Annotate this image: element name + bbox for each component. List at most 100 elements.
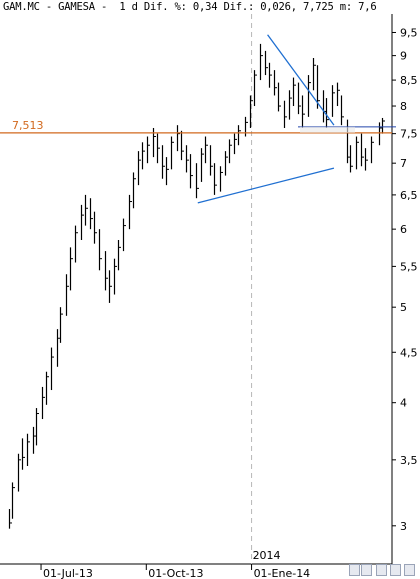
ohlc-bar (204, 136, 208, 164)
ohlc-bar (312, 58, 316, 91)
ohlc-bar (8, 509, 12, 529)
y-tick-label: 9,5 (400, 26, 418, 39)
ohlc-bar (45, 371, 49, 405)
header-ticker: GAM.MC (3, 1, 40, 13)
header-extra: 7,6 (358, 1, 377, 13)
ohlc-bar (180, 130, 184, 161)
ohlc-bar (349, 145, 353, 173)
ohlc-bar (268, 62, 272, 88)
ohlc-bar (132, 172, 136, 209)
header-diff-pct-label: Dif. %: (143, 1, 187, 13)
ohlc-bar (244, 116, 248, 137)
y-tick-label: 4 (400, 397, 407, 410)
ohlc-bar (122, 218, 126, 252)
header-period: 1 d (119, 1, 138, 13)
ohlc-bar (336, 82, 340, 107)
ohlc-bar (98, 229, 102, 271)
ohlc-bar (17, 453, 21, 492)
ohlc-bar (301, 95, 305, 128)
ohlc-bar (277, 82, 281, 112)
ohlc-bar (264, 50, 268, 76)
ohlc-bar (113, 258, 117, 295)
header-diff: 0,026 (260, 1, 291, 13)
x-tick-label: 01-Ene-14 (254, 567, 311, 579)
year-marker-label: 2014 (253, 549, 281, 562)
y-tick-label: 5 (400, 301, 407, 314)
ohlc-bar (89, 198, 93, 230)
scroll-right-button[interactable] (361, 564, 372, 576)
y-tick-label: 3 (400, 520, 407, 533)
ohlc-bar (104, 251, 108, 291)
y-tick-label: 8 (400, 100, 407, 113)
ohlc-bar (21, 438, 25, 470)
ohlc-bar (237, 125, 241, 146)
chart-header: GAM.MC - GAMESA - 1 d Dif. %: 0,34 Dif.:… (3, 1, 377, 13)
ohlc-bar (364, 148, 368, 171)
ohlc-bar (165, 157, 169, 186)
reference-price-label: 7,513 (12, 119, 44, 132)
ohlc-bar (360, 133, 364, 167)
ohlc-bar (200, 148, 204, 182)
scroll-left-button[interactable] (349, 564, 360, 576)
y-tick-label: 7,5 (400, 128, 418, 141)
x-tick-label: 01-Jul-13 (43, 567, 93, 579)
price-bars (8, 43, 385, 529)
ohlc-bar (65, 274, 69, 316)
header-last: 7,725 (303, 1, 334, 13)
ohlc-bar (56, 329, 60, 367)
zoom-in-button[interactable] (390, 564, 401, 576)
y-tick-label: 4,5 (400, 346, 418, 359)
ohlc-bar (331, 85, 335, 117)
ohlc-bar (346, 119, 350, 164)
ohlc-bar (189, 154, 193, 189)
ohlc-bar (117, 239, 121, 271)
ohlc-bar (213, 163, 217, 195)
ohlc-bar (288, 90, 292, 120)
x-axis-ticks: 01-Jul-13 01-Oct-13 01-Ene-14 (40, 564, 311, 579)
zoom-out-button[interactable] (376, 564, 387, 576)
y-tick-label: 9 (400, 50, 407, 63)
ohlc-bar (11, 482, 15, 519)
ohlc-bar (370, 136, 374, 164)
ohlc-bar (26, 433, 30, 466)
y-axis-ticks: 3 3,5 4 4,5 5 5,5 6 6,5 7 7,5 8 8,5 9 9,5 (392, 26, 418, 533)
ohlc-bar (325, 98, 329, 128)
y-tick-label: 3,5 (400, 454, 418, 467)
ohlc-bar (74, 225, 78, 263)
ohlc-bar (156, 133, 160, 164)
ohlc-bar (141, 142, 145, 170)
ohlc-bar (249, 95, 253, 128)
ohlc-bar (378, 122, 382, 146)
x-tick-label: 01-Oct-13 (148, 567, 203, 579)
ohlc-bar (128, 194, 132, 230)
last-price-band (300, 126, 355, 133)
ohlc-bar (273, 70, 277, 96)
ohlc-bar (253, 70, 257, 107)
ohlc-bar (59, 307, 63, 343)
header-diff-label: Dif.: (223, 1, 255, 13)
ohlc-bar (283, 100, 287, 128)
settings-button[interactable] (404, 564, 415, 576)
ohlc-bar (185, 145, 189, 173)
ohlc-bar (322, 90, 326, 123)
ohlc-bar (108, 270, 112, 303)
trendline-resistance[interactable] (267, 34, 335, 126)
trendline-support[interactable] (197, 167, 335, 204)
ohlc-bar (259, 43, 263, 81)
ohlc-bar (292, 77, 296, 107)
grid-lines: 2014 (251, 14, 281, 564)
ohlc-bar (146, 136, 150, 164)
y-tick-label: 7 (400, 157, 407, 170)
ohlc-bar (69, 247, 73, 291)
ohlc-bar (161, 145, 165, 179)
ohlc-bar (228, 139, 232, 164)
ohlc-bar (41, 386, 45, 420)
y-tick-label: 6,5 (400, 189, 418, 202)
ohlc-bar (224, 151, 228, 176)
ohlc-bar (195, 163, 199, 199)
ohlc-bar (137, 151, 141, 186)
ohlc-bar (209, 145, 213, 176)
ohlc-bar (84, 194, 88, 226)
ohlc-bar (93, 211, 97, 244)
ohlc-bar (176, 125, 180, 152)
